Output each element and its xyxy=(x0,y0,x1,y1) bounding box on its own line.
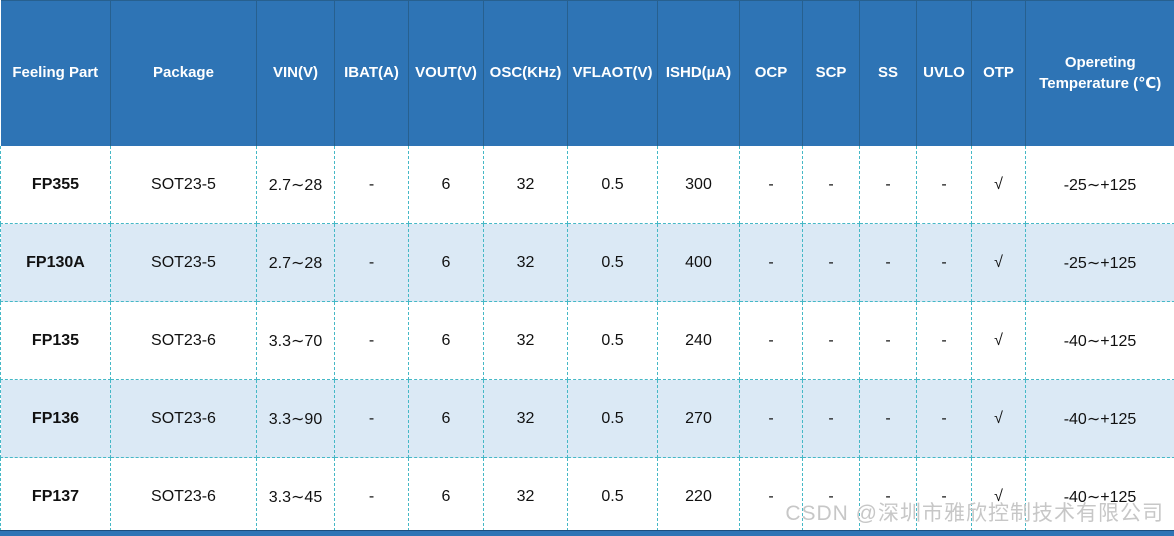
table-cell: SOT23-5 xyxy=(110,146,257,224)
table-cell: 270 xyxy=(657,379,740,458)
table-cell: - xyxy=(739,146,803,224)
table-cell: 3.3∼45 xyxy=(256,457,335,536)
table-cell: - xyxy=(916,379,972,458)
table-cell: 0.5 xyxy=(567,223,658,302)
table-cell: - xyxy=(334,146,409,224)
table-cell: -40∼+125 xyxy=(1025,457,1174,536)
table-cell: - xyxy=(802,223,860,302)
table-cell: -25∼+125 xyxy=(1025,223,1174,302)
table-cell: - xyxy=(739,301,803,380)
column-header-operating-temperature: Opereting Temperature (℃) xyxy=(1025,0,1174,146)
table-cell: 32 xyxy=(483,457,568,536)
table-cell: 6 xyxy=(408,223,484,302)
column-header-package: Package xyxy=(110,0,257,146)
table-cell: 6 xyxy=(408,146,484,224)
column-header-feeling-part: Feeling Part xyxy=(0,0,111,146)
table-cell: √ xyxy=(971,146,1026,224)
table-cell: 2.7∼28 xyxy=(256,223,335,302)
table-cell: 0.5 xyxy=(567,146,658,224)
table-cell: -40∼+125 xyxy=(1025,379,1174,458)
column-header-ibat: IBAT(A) xyxy=(334,0,409,146)
table-cell: 240 xyxy=(657,301,740,380)
table-cell: √ xyxy=(971,457,1026,536)
part-number-cell: FP135 xyxy=(0,301,111,380)
table-cell: - xyxy=(739,223,803,302)
part-number-cell: FP136 xyxy=(0,379,111,458)
table-row: FP135 SOT23-6 3.3∼70-6 32 0.5 240- - - - √ -40∼+12… xyxy=(0,301,1174,380)
table-row: FP136 SOT23-6 3.3∼90-6 32 0.5 270- - - - √ -40∼+12… xyxy=(0,379,1174,458)
part-number-cell: FP137 xyxy=(0,457,111,536)
table-cell: - xyxy=(739,457,803,536)
table-cell: - xyxy=(334,301,409,380)
table-cell: 3.3∼90 xyxy=(256,379,335,458)
table-cell: - xyxy=(859,301,917,380)
table-cell: - xyxy=(916,457,972,536)
column-header-ss: SS xyxy=(859,0,917,146)
table-cell: - xyxy=(916,301,972,380)
table-cell: SOT23-6 xyxy=(110,301,257,380)
column-header-scp: SCP xyxy=(802,0,860,146)
table-cell: SOT23-6 xyxy=(110,457,257,536)
table-cell: - xyxy=(334,457,409,536)
table-cell: 220 xyxy=(657,457,740,536)
table-row: FP130A SOT23-5 2.7∼28-6 32 0.5 400- - - - √ -25∼+1… xyxy=(0,223,1174,302)
table-cell: - xyxy=(802,301,860,380)
table-cell: - xyxy=(859,457,917,536)
table-cell: -40∼+125 xyxy=(1025,301,1174,380)
table-cell: - xyxy=(859,379,917,458)
table-cell: - xyxy=(334,379,409,458)
column-header-otp: OTP xyxy=(971,0,1026,146)
table-cell: 6 xyxy=(408,457,484,536)
table-cell: - xyxy=(916,223,972,302)
table-cell: 6 xyxy=(408,379,484,458)
column-header-ishd: ISHD(µA) xyxy=(657,0,740,146)
table-cell: 2.7∼28 xyxy=(256,146,335,224)
table-header-row: Feeling Part Package VIN(V) IBAT(A) VOUT… xyxy=(0,0,1174,146)
table-cell: - xyxy=(859,146,917,224)
table-cell: - xyxy=(334,223,409,302)
table-cell: - xyxy=(802,379,860,458)
table-cell: SOT23-5 xyxy=(110,223,257,302)
table-cell: - xyxy=(739,379,803,458)
table-cell: - xyxy=(859,223,917,302)
table-cell: - xyxy=(802,146,860,224)
column-header-uvlo: UVLO xyxy=(916,0,972,146)
table-cell: -25∼+125 xyxy=(1025,146,1174,224)
table-cell: 32 xyxy=(483,223,568,302)
table-cell: √ xyxy=(971,301,1026,380)
table-cell: 3.3∼70 xyxy=(256,301,335,380)
table-cell: SOT23-6 xyxy=(110,379,257,458)
table-cell: 0.5 xyxy=(567,379,658,458)
table-cell: 0.5 xyxy=(567,457,658,536)
table-cell: 32 xyxy=(483,379,568,458)
table-cell: 400 xyxy=(657,223,740,302)
table-cell: - xyxy=(916,146,972,224)
table-cell: 6 xyxy=(408,301,484,380)
table-row: FP355 SOT23-5 2.7∼28-6 32 0.5 300- - - - √ -25∼+12… xyxy=(0,146,1174,224)
part-number-cell: FP130A xyxy=(0,223,111,302)
bottom-accent-bar xyxy=(0,530,1174,536)
table-cell: √ xyxy=(971,379,1026,458)
column-header-vout: VOUT(V) xyxy=(408,0,484,146)
table-cell: - xyxy=(802,457,860,536)
table-row: FP137 SOT23-6 3.3∼45-6 32 0.5 220- - - - √ -40∼+12… xyxy=(0,457,1174,536)
column-header-ocp: OCP xyxy=(739,0,803,146)
column-header-vflaot: VFLAOT(V) xyxy=(567,0,658,146)
table-cell: 0.5 xyxy=(567,301,658,380)
table-cell: 300 xyxy=(657,146,740,224)
part-number-cell: FP355 xyxy=(0,146,111,224)
column-header-osc: OSC(KHz) xyxy=(483,0,568,146)
table-cell: √ xyxy=(971,223,1026,302)
table-body: FP355 SOT23-5 2.7∼28-6 32 0.5 300- - - - √ -25∼+12… xyxy=(0,146,1174,536)
table-cell: 32 xyxy=(483,301,568,380)
table-cell: 32 xyxy=(483,146,568,224)
column-header-vin: VIN(V) xyxy=(256,0,335,146)
